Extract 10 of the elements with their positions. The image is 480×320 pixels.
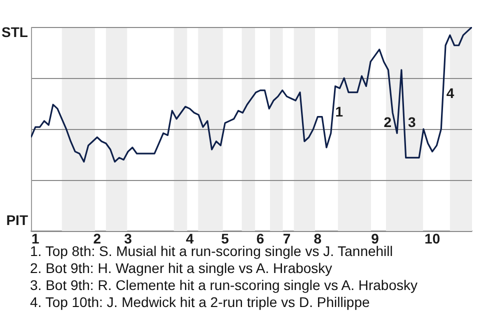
annotation: 4 (446, 85, 454, 102)
annotation: 2 (384, 114, 392, 130)
x-tick-label: 10 (424, 230, 440, 246)
text: PIT (6, 212, 28, 228)
annotation: 1 (335, 104, 344, 120)
text: 2. Bot 9th: H. Wagner hit a single vs A. Hrabosky (30, 260, 334, 277)
text: 4. Top 10th: J. Medwick hit a 2-run triple vs D. Phillippe (30, 294, 371, 311)
text: 3. Bot 9th: R. Clemente hit a run-scoring single vs A. Hrabosky (30, 277, 418, 294)
annotation: 3 (408, 114, 416, 130)
text: STL (2, 24, 28, 40)
